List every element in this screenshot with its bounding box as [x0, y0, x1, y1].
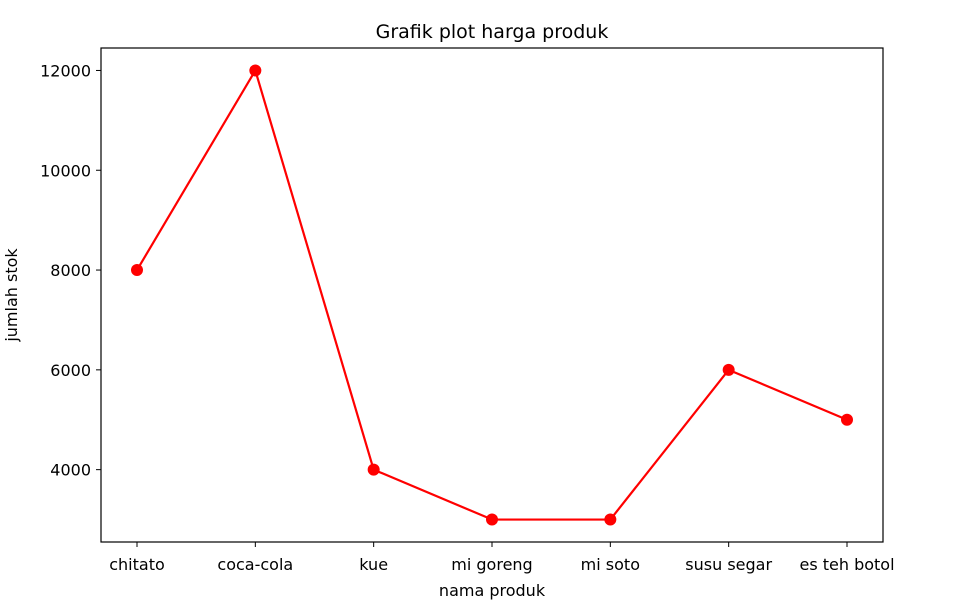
data-point	[131, 264, 143, 277]
chart-title: Grafik plot harga produk	[376, 21, 609, 43]
data-point	[722, 363, 735, 376]
data-point	[486, 513, 498, 526]
x-tick-label: coca-cola	[217, 555, 293, 574]
x-tick-label: kue	[359, 555, 388, 574]
x-tick-label: es teh botol	[799, 555, 894, 574]
data-point	[249, 64, 262, 77]
x-axis-label: nama produk	[439, 581, 546, 600]
y-tick-label: 8000	[50, 261, 91, 280]
y-tick-label: 10000	[40, 161, 91, 180]
y-axis: 4000 6000 8000 10000 12000	[40, 61, 101, 480]
data-point	[841, 413, 853, 426]
plot-frame	[100, 47, 884, 543]
y-tick-label: 12000	[40, 61, 91, 80]
x-tick-label: mi goreng	[451, 555, 532, 574]
x-axis: chitato coca-cola kue mi goreng mi soto susu …	[109, 542, 895, 574]
x-tick-label: chitato	[109, 555, 165, 574]
data-point	[367, 463, 380, 476]
data-point	[604, 513, 617, 526]
series-line	[136, 69, 848, 521]
x-tick-label: mi soto	[581, 555, 640, 574]
plot-area	[131, 64, 853, 526]
y-tick-label: 6000	[50, 361, 91, 380]
y-axis-label: jumlah stok	[2, 248, 21, 343]
x-tick-label: susu segar	[685, 555, 772, 574]
y-tick-label: 4000	[50, 461, 91, 480]
